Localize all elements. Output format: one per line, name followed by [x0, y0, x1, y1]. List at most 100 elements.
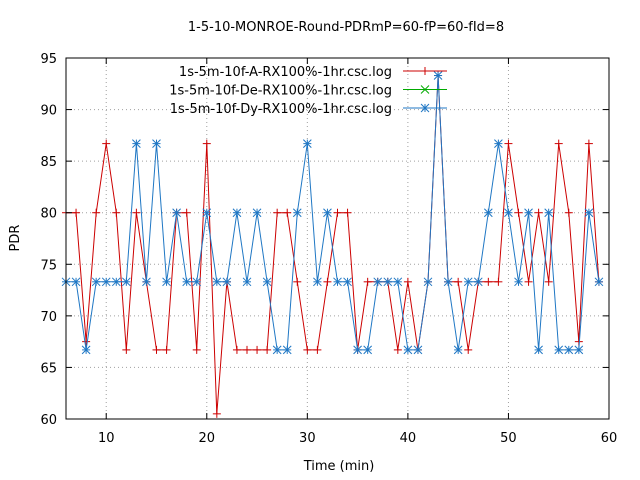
marker-stroke	[584, 208, 594, 218]
series-1-point	[263, 345, 272, 354]
series-1-point	[514, 208, 523, 217]
series-3-point	[71, 277, 81, 287]
marker-stroke	[212, 277, 222, 287]
series-3-point	[121, 277, 131, 287]
series-3-point	[433, 71, 443, 80]
series-3-point	[132, 139, 141, 148]
y-tick-label: 85	[40, 155, 57, 170]
series-layer	[61, 71, 604, 418]
y-tick-label: 75	[40, 258, 57, 273]
marker-stroke	[142, 277, 151, 287]
series-3-point	[292, 208, 302, 218]
series-1-point	[464, 345, 473, 354]
series-3-point	[383, 277, 393, 287]
series-3-point	[473, 277, 483, 287]
series-1-point	[273, 208, 282, 217]
series-3-point	[544, 208, 554, 218]
series-3-point	[413, 345, 423, 355]
series-1-point	[293, 277, 302, 286]
series-1-point	[363, 277, 372, 286]
series-1-point	[403, 277, 412, 286]
marker-stroke	[192, 277, 202, 287]
series-3-point	[343, 277, 352, 287]
x-tick-label: 60	[601, 431, 618, 446]
series-3-point	[192, 277, 202, 287]
axis-ticks: 60 65 70 75 80 85 90 95 10 20 30 40 50 60	[40, 52, 617, 446]
marker-stroke	[182, 277, 192, 287]
series-1-point	[484, 277, 493, 286]
x-tick-label: 50	[500, 431, 517, 446]
series-3-point	[282, 345, 292, 355]
series-1-point	[534, 208, 543, 217]
series-1-point	[102, 139, 111, 148]
marker-stroke	[413, 345, 423, 355]
legend-label-1: 1s-5m-10f-A-RX100%-1hr.csc.log	[179, 65, 392, 80]
legend: 1s-5m-10f-A-RX100%-1hr.csc.log 1s-5m-10f-…	[169, 65, 447, 117]
series-3-point	[313, 277, 322, 287]
marker-stroke	[343, 277, 352, 287]
series-3-point	[564, 345, 574, 355]
series-3-point	[91, 277, 101, 287]
marker-stroke	[443, 277, 453, 287]
series-3-point	[101, 277, 111, 287]
y-tick-label: 70	[40, 310, 57, 325]
marker-stroke	[564, 345, 574, 355]
series-1-point	[162, 345, 171, 354]
marker-stroke	[162, 277, 171, 287]
series-3-point	[393, 277, 403, 287]
marker-stroke	[282, 345, 292, 355]
series-1-point	[182, 208, 191, 217]
marker-stroke	[202, 208, 212, 218]
marker-stroke	[403, 345, 413, 355]
series-1-point	[564, 208, 573, 217]
marker-stroke	[433, 71, 443, 80]
marker-stroke	[232, 208, 242, 218]
marker-stroke	[420, 103, 430, 113]
series-1-point	[122, 345, 131, 354]
series-3-point	[483, 208, 493, 218]
series-1-point	[212, 409, 221, 418]
series-3-point	[514, 277, 523, 287]
marker-stroke	[423, 277, 433, 287]
marker-stroke	[574, 345, 584, 355]
series-3-point	[463, 277, 473, 287]
series-3-point	[453, 345, 463, 355]
series-1-point	[232, 345, 241, 354]
marker-stroke	[91, 277, 101, 287]
marker-stroke	[272, 345, 282, 355]
series-3-point	[333, 277, 342, 287]
marker-stroke	[420, 85, 430, 94]
series-1-point	[243, 345, 251, 354]
marker-stroke	[473, 277, 483, 287]
marker-stroke	[534, 345, 543, 355]
marker-stroke	[152, 139, 161, 148]
series-3-point	[272, 345, 282, 355]
x-tick-label: 40	[400, 431, 417, 446]
series-3-point	[373, 277, 383, 287]
marker-stroke	[323, 208, 332, 218]
x-tick-label: 30	[299, 431, 316, 446]
series-3-point	[142, 277, 151, 287]
series-3-point	[443, 277, 453, 287]
legend-marker-3	[420, 103, 430, 113]
legend-marker-2	[420, 85, 430, 94]
series-1-point	[343, 208, 352, 217]
series-3-point	[152, 139, 161, 148]
series-3-point	[574, 345, 584, 355]
series-3-point	[242, 277, 252, 287]
y-axis-label: PDR	[8, 225, 23, 252]
series-1-point	[303, 345, 312, 354]
marker-stroke	[252, 208, 262, 218]
series-3-point	[182, 277, 192, 287]
marker-stroke	[111, 277, 121, 287]
marker-stroke	[554, 345, 564, 355]
series-1-point	[494, 277, 503, 286]
series-1-point	[393, 345, 402, 354]
series-3-point	[302, 139, 312, 148]
series-1-point	[524, 277, 533, 286]
series-1-point	[504, 139, 513, 148]
series-3-point	[504, 208, 513, 218]
y-tick-label: 60	[40, 413, 57, 428]
legend-label-2: 1s-5m-10f-De-RX100%-1hr.csc.log	[169, 84, 392, 99]
series-3-point	[594, 277, 604, 287]
